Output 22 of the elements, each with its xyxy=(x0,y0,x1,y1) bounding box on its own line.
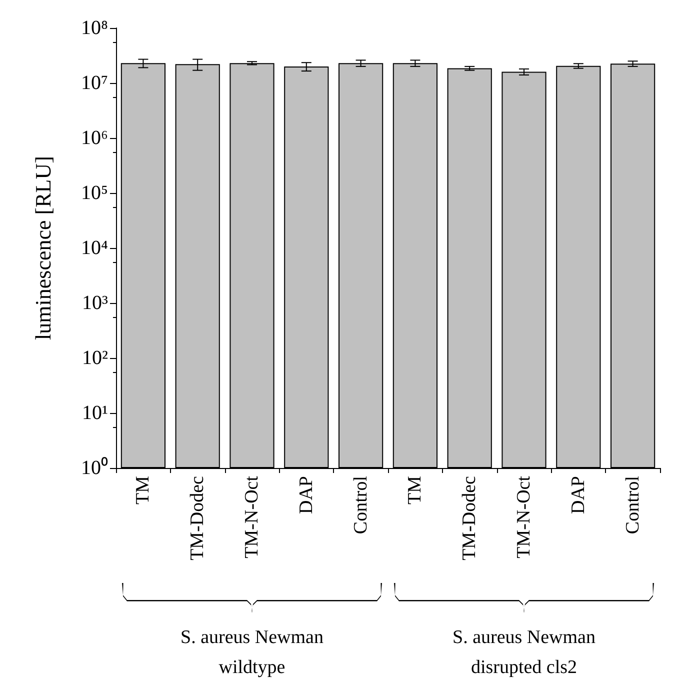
x-tick-label: TM-N-Oct xyxy=(514,475,534,558)
y-axis-title: luminescence [RLU] xyxy=(30,156,56,340)
x-tick-label: Control xyxy=(350,476,372,534)
x-tick-label: TM xyxy=(132,476,154,504)
y-tick-label: 10⁷ xyxy=(81,72,108,94)
y-tick-label: 10⁸ xyxy=(81,17,108,39)
y-tick-label: 10¹ xyxy=(82,402,108,424)
x-tick-label: TM-N-Oct xyxy=(242,475,262,558)
y-tick-label: 10⁶ xyxy=(81,127,108,149)
x-tick-label: Control xyxy=(622,476,644,534)
x-tick-label: TM-Dodec xyxy=(459,476,480,560)
x-tick-label: DAP xyxy=(296,476,317,514)
y-tick-label: 10⁵ xyxy=(81,182,108,204)
y-tick-label: 10⁰ xyxy=(81,456,108,479)
text: S. aureus Newman disrupted cls2 xyxy=(452,627,596,678)
x-tick-label: DAP xyxy=(568,476,589,514)
y-tick-label: 10² xyxy=(82,347,108,369)
y-tick-label: 10³ xyxy=(82,292,108,314)
x-tick-label: TM-Dodec xyxy=(187,476,208,560)
x-tick-label: TM xyxy=(404,476,426,504)
y-tick-label: 10⁴ xyxy=(81,237,108,259)
text: S. aureus Newman wildtype xyxy=(180,627,324,678)
